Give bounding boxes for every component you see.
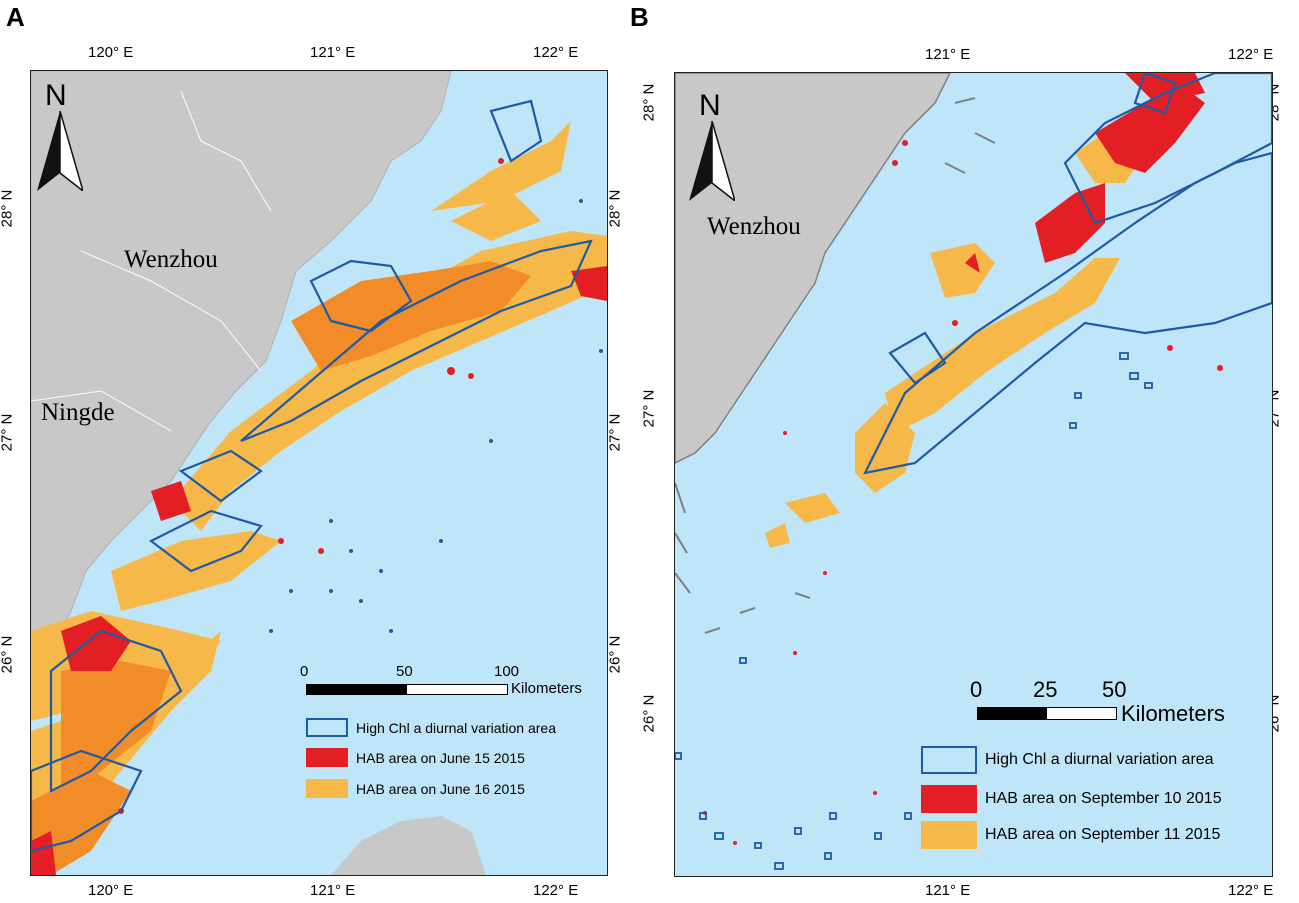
north-label-b: N (699, 89, 721, 122)
lon-tick-a-121-bottom: 121° E (310, 882, 356, 899)
hab-dense-areas-a (31, 261, 531, 875)
land-south-a (331, 816, 486, 875)
legend-label-hab-day2-b: HAB area on September 11 2015 (985, 826, 1221, 843)
lat-tick-b-27-left: 27° N (640, 389, 658, 428)
hab-day1-areas-a (31, 158, 607, 875)
legend-item-hab-day2-a: HAB area on June 16 2015 (306, 779, 525, 798)
legend-item-chl-b: High Chl a diurnal variation area (921, 746, 1214, 774)
legend-swatch-chl-b (921, 746, 977, 774)
city-label-wenzhou-a: Wenzhou (124, 246, 218, 273)
panel-label-b: B (630, 2, 649, 32)
lat-tick-a-26-left: 26° N (0, 635, 16, 674)
legend-swatch-hab-day2-b (921, 821, 977, 849)
lat-tick-a-28-left: 28° N (0, 189, 16, 228)
scale-bar-black-a (306, 684, 408, 695)
legend-item-hab-day2-b: HAB area on September 11 2015 (921, 821, 1220, 849)
scale-unit-a: Kilometers (511, 680, 582, 697)
scale-bar-white-a (406, 684, 508, 695)
legend-label-hab-day1-b: HAB area on September 10 2015 (985, 790, 1222, 807)
map-b-canvas (675, 73, 1272, 870)
lon-tick-a-122-bottom: 122° E (533, 882, 579, 899)
lon-tick-a-120-bottom: 120° E (88, 882, 134, 899)
lon-tick-a-122-top: 122° E (533, 44, 579, 61)
lat-tick-b-26-left: 26° N (640, 694, 658, 733)
chl-specks-b (675, 352, 1153, 870)
north-label-a: N (45, 79, 67, 112)
hab-day1-areas-b (703, 73, 1223, 845)
chl-outlines-a (31, 99, 593, 853)
scale-tick-b-0: 0 (970, 677, 983, 702)
map-a-canvas (31, 71, 607, 875)
legend-label-hab-day2-a: HAB area on June 16 2015 (356, 780, 525, 797)
chl-outlines-b (863, 73, 1272, 475)
legend-item-hab-day1-b: HAB area on September 10 2015 (921, 785, 1222, 813)
lat-tick-a-26-right: 26° N (606, 635, 624, 674)
north-arrow-icon-a (37, 111, 83, 191)
lon-tick-b-122-top: 122° E (1228, 46, 1274, 63)
lat-tick-a-27-left: 27° N (0, 413, 16, 452)
lon-tick-b-121-bottom: 121° E (925, 882, 971, 899)
legend-item-hab-day1-a: HAB area on June 15 2015 (306, 748, 525, 767)
coast-fragments-b (675, 97, 996, 634)
city-label-ningde-a: Ningde (41, 399, 115, 426)
lat-tick-b-28-left: 28° N (640, 83, 658, 122)
legend-swatch-hab-day1-a (306, 748, 348, 767)
scale-bar-white-b (1046, 707, 1117, 720)
hab-day2-areas-b (765, 133, 1145, 548)
legend-label-chl-a: High Chl a diurnal variation area (356, 719, 556, 736)
panel-label-a: A (6, 2, 25, 32)
map-panel-a: N Wenzhou Ningde 0 50 100 Kilometers Hig… (30, 70, 608, 876)
legend-swatch-hab-day2-a (306, 779, 348, 798)
map-panel-b: N Wenzhou 0 25 50 Kilometers High Chl a … (674, 72, 1273, 877)
north-arrow-icon-b (689, 121, 735, 201)
scale-tick-a-0: 0 (300, 663, 309, 680)
lat-tick-a-27-right: 27° N (606, 413, 624, 452)
lon-tick-a-121-top: 121° E (310, 44, 356, 61)
chl-specks-a (269, 199, 603, 633)
lon-tick-b-122-bottom: 122° E (1228, 882, 1274, 899)
scale-bar-black-b (977, 707, 1048, 720)
scale-unit-b: Kilometers (1121, 701, 1225, 726)
scale-tick-b-50: 50 (1102, 677, 1127, 702)
legend-label-hab-day1-a: HAB area on June 15 2015 (356, 749, 525, 766)
admin-boundary-a (31, 90, 272, 432)
land-mainland-a (31, 71, 452, 672)
scale-tick-a-100: 100 (494, 663, 520, 680)
city-label-wenzhou-b: Wenzhou (707, 213, 801, 240)
scale-tick-b-25: 25 (1033, 677, 1058, 702)
legend-label-chl-b: High Chl a diurnal variation area (985, 751, 1214, 768)
legend-swatch-hab-day1-b (921, 785, 977, 813)
lon-tick-b-121-top: 121° E (925, 46, 971, 63)
legend-item-chl-a: High Chl a diurnal variation area (306, 718, 556, 737)
lat-tick-a-28-right: 28° N (606, 189, 624, 228)
scale-tick-a-50: 50 (396, 663, 413, 680)
lon-tick-a-120-top: 120° E (88, 44, 134, 61)
legend-swatch-chl-a (306, 718, 348, 737)
land-mainland-b (675, 73, 951, 464)
